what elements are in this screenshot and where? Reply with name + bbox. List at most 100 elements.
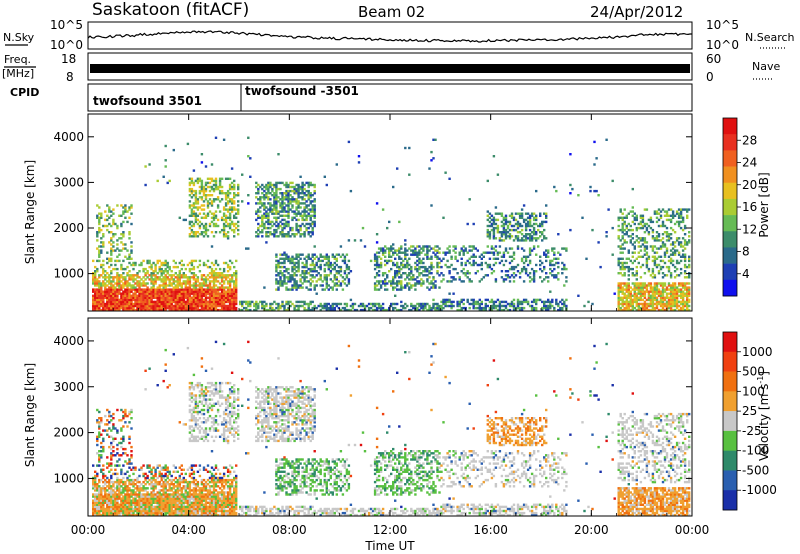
power-cell xyxy=(226,222,230,226)
power-cell xyxy=(470,302,473,306)
power-cell xyxy=(283,306,286,310)
power-cell xyxy=(545,300,548,304)
power-cell xyxy=(94,294,97,297)
power-cell xyxy=(641,308,645,312)
colorbar-swatch xyxy=(723,198,737,216)
power-cell xyxy=(303,274,306,277)
power-cell xyxy=(212,276,216,279)
power-cell xyxy=(136,284,139,287)
power-cell xyxy=(434,138,437,141)
power-cell xyxy=(190,196,194,199)
power-cell xyxy=(253,308,256,312)
power-cell xyxy=(309,282,312,285)
power-cell xyxy=(494,280,498,283)
power-cell xyxy=(526,274,530,277)
power-cell xyxy=(192,267,196,271)
power-cell xyxy=(291,259,294,263)
power-cell xyxy=(677,212,681,215)
power-cell xyxy=(667,214,671,217)
power-cell xyxy=(190,302,194,306)
power-cell xyxy=(142,259,145,263)
power-cell xyxy=(208,202,212,205)
power-cell xyxy=(621,298,624,302)
power-cell xyxy=(428,249,431,252)
power-cell xyxy=(255,231,258,234)
power-cell xyxy=(168,278,171,281)
power-cell xyxy=(110,259,113,263)
power-cell xyxy=(124,304,127,308)
power-cell xyxy=(291,181,294,185)
power-cell xyxy=(130,294,133,297)
velocity-cell xyxy=(96,464,99,467)
power-cell xyxy=(287,216,290,219)
power-cell xyxy=(226,298,230,302)
power-cell xyxy=(524,255,528,258)
power-cell xyxy=(92,259,95,263)
power-cell xyxy=(410,270,413,273)
power-cell xyxy=(152,261,155,265)
power-cell xyxy=(675,304,679,308)
power-cell xyxy=(273,200,276,203)
power-cell xyxy=(683,300,687,304)
power-cell xyxy=(208,302,212,306)
power-cell xyxy=(257,187,260,191)
power-cell xyxy=(448,298,451,302)
power-cell xyxy=(120,267,123,271)
power-cell xyxy=(184,306,187,310)
power-cell xyxy=(305,280,308,283)
power-cell xyxy=(130,257,133,260)
power-cell xyxy=(641,214,645,217)
power-cell xyxy=(528,249,532,252)
power-cell xyxy=(182,290,185,293)
power-cell xyxy=(667,208,671,211)
power-cell xyxy=(202,302,206,306)
power-cell xyxy=(299,278,302,281)
power-cell xyxy=(335,163,338,166)
power-cell xyxy=(287,288,290,291)
power-cell xyxy=(333,306,336,310)
power-cell xyxy=(188,276,192,279)
power-cell xyxy=(124,292,127,295)
power-cell xyxy=(522,267,526,271)
power-cell xyxy=(212,179,216,183)
power-cell xyxy=(512,306,516,310)
power-cell xyxy=(263,208,266,211)
power-cell xyxy=(142,306,145,310)
power-cell xyxy=(404,265,407,269)
power-cell xyxy=(224,202,228,205)
power-cell xyxy=(623,288,626,291)
power-cell xyxy=(522,306,526,310)
power-cell xyxy=(595,189,598,193)
power-cell xyxy=(279,270,282,273)
power-cell xyxy=(287,224,290,228)
power-cell xyxy=(289,304,292,308)
power-cell xyxy=(210,231,214,234)
power-cell xyxy=(655,292,659,295)
power-cell xyxy=(208,306,212,310)
power-cell xyxy=(158,304,161,308)
power-cell xyxy=(224,220,228,224)
power-cell xyxy=(381,306,385,310)
velocity-cell xyxy=(96,509,99,513)
power-cell xyxy=(480,278,483,281)
power-cell xyxy=(164,294,167,297)
power-cell xyxy=(663,255,667,258)
power-cell xyxy=(226,288,230,291)
power-cell xyxy=(325,306,328,310)
colorbar-swatch xyxy=(723,134,737,151)
power-cell xyxy=(490,228,494,232)
power-cell xyxy=(422,302,425,306)
velocity-cell xyxy=(96,452,99,455)
power-cell xyxy=(188,304,192,308)
power-cell xyxy=(178,216,181,219)
power-cell xyxy=(271,306,274,310)
power-cell xyxy=(430,204,433,207)
power-cell xyxy=(228,294,232,297)
power-cell xyxy=(303,308,306,312)
power-cell xyxy=(120,288,123,291)
power-cell xyxy=(510,216,514,219)
power-cell xyxy=(106,300,109,304)
power-cell xyxy=(404,257,407,260)
power-cell xyxy=(118,284,121,287)
power-cell xyxy=(653,306,657,310)
